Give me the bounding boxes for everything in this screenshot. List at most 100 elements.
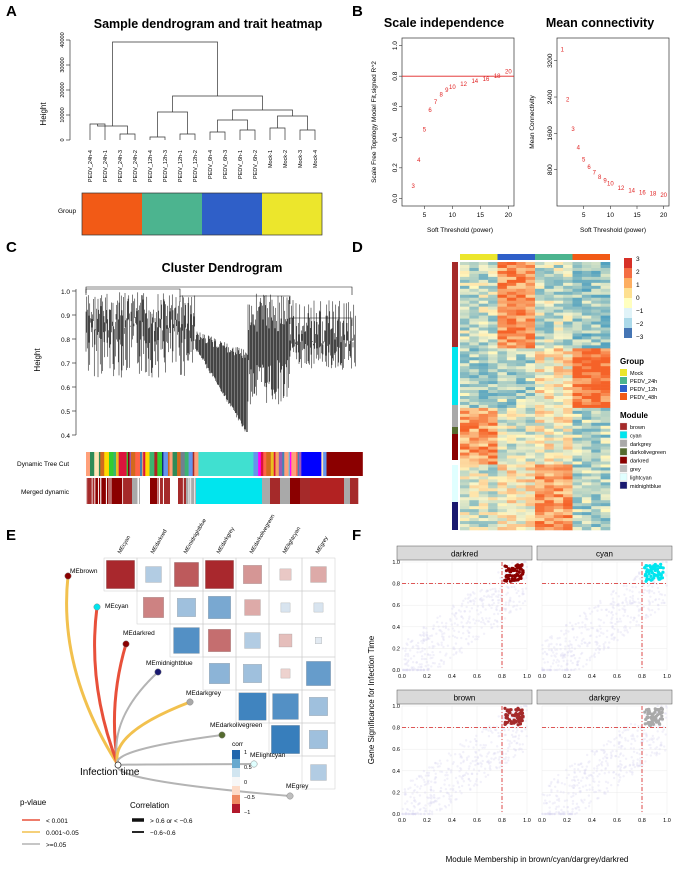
gene-point xyxy=(517,734,521,737)
gene-point xyxy=(451,762,455,766)
gene-point xyxy=(492,622,496,626)
heat-cell xyxy=(506,467,517,471)
heat-cell xyxy=(525,401,536,406)
scale-xtick-label: 20 xyxy=(505,212,513,219)
hub-gene-point xyxy=(521,569,525,573)
heat-cell xyxy=(591,312,601,316)
gene-point xyxy=(509,609,512,613)
heat-cell xyxy=(553,461,564,465)
heat-cell xyxy=(497,297,508,302)
heat-cell xyxy=(460,339,470,343)
connectivity-xtick-label: 10 xyxy=(607,212,615,219)
gene-point xyxy=(465,605,468,609)
gene-point xyxy=(429,793,432,797)
heat-cell xyxy=(563,315,573,319)
gene-point xyxy=(566,659,569,662)
heat-cell xyxy=(469,527,480,531)
heat-cell xyxy=(460,393,470,397)
gene-point xyxy=(563,653,567,656)
heat-cell xyxy=(469,273,480,278)
gene-point xyxy=(563,799,567,803)
gene-point xyxy=(490,741,493,744)
module-color xyxy=(143,452,146,476)
gene-point xyxy=(583,772,587,775)
gene-point xyxy=(428,804,432,807)
facet-ytick: 0.6 xyxy=(392,603,400,609)
heat-cell xyxy=(497,285,508,290)
heat-cell xyxy=(469,312,480,316)
heat-cell xyxy=(516,455,526,459)
heat-cell xyxy=(488,285,498,290)
gene-point xyxy=(460,784,464,788)
heat-cell xyxy=(516,509,526,513)
heat-cell xyxy=(600,294,611,299)
heat-cell xyxy=(553,276,564,281)
gene-point xyxy=(560,781,564,785)
hub-gene-point xyxy=(504,564,509,569)
gene-point xyxy=(642,584,645,587)
heat-cell xyxy=(460,315,470,319)
heat-cell xyxy=(553,378,564,382)
heat-cell xyxy=(572,276,583,281)
gene-point xyxy=(612,607,615,610)
gene-point xyxy=(607,646,610,649)
gene-point xyxy=(403,668,406,672)
heat-cell xyxy=(591,407,601,412)
gene-point xyxy=(453,615,457,618)
correlation-square xyxy=(309,730,328,749)
heat-cell xyxy=(497,369,508,373)
heat-cell xyxy=(535,363,545,367)
gene-point xyxy=(416,668,419,672)
heat-cell xyxy=(525,300,536,304)
heat-cell xyxy=(488,321,498,325)
heat-cell xyxy=(460,294,470,299)
heat-cell xyxy=(591,342,601,346)
power-point: 10 xyxy=(607,181,614,187)
heat-cell xyxy=(469,503,480,507)
heat-cell xyxy=(572,363,583,367)
heat-cell xyxy=(535,407,545,412)
hub-gene-point xyxy=(514,564,518,568)
gene-point xyxy=(525,576,528,580)
heat-cell xyxy=(478,285,489,290)
heat-cell xyxy=(497,270,508,275)
sample-label: Mock-3 xyxy=(298,150,304,168)
gene-point xyxy=(486,773,490,777)
gene-point xyxy=(492,752,495,756)
heat-cell xyxy=(506,476,517,480)
module-legend-label: darkgrey xyxy=(630,442,652,448)
heat-cell xyxy=(460,527,470,531)
gene-point xyxy=(574,638,578,642)
gene-point xyxy=(475,778,479,781)
trait-link xyxy=(115,700,191,766)
heat-cell xyxy=(600,503,611,507)
gene-point xyxy=(448,797,451,801)
module-color xyxy=(278,452,283,476)
gene-point xyxy=(447,752,451,755)
gene-point xyxy=(427,796,430,800)
gene-point xyxy=(401,668,405,672)
gene-point xyxy=(424,664,427,668)
heat-cell xyxy=(535,375,545,379)
heat-cell xyxy=(572,443,583,447)
gene-point xyxy=(654,598,657,602)
gene-point xyxy=(548,784,552,788)
facet-xtick: 0.8 xyxy=(498,674,506,680)
gene-point xyxy=(420,812,423,816)
gene-point xyxy=(462,760,465,764)
gene-point xyxy=(509,611,512,614)
gene-point xyxy=(645,613,648,617)
heat-cell xyxy=(572,416,583,421)
heat-cell xyxy=(516,518,526,522)
gene-point xyxy=(518,600,521,604)
heat-cell xyxy=(581,494,592,498)
corr-colorbar-label: 0 xyxy=(244,780,247,786)
heat-cell xyxy=(572,366,583,370)
colorbar-segment xyxy=(624,328,632,338)
heat-cell xyxy=(600,413,611,418)
gene-point xyxy=(419,807,422,811)
gene-point xyxy=(426,668,429,672)
heat-cell xyxy=(591,488,601,492)
heat-cell xyxy=(591,294,601,299)
heat-cell xyxy=(553,422,564,427)
